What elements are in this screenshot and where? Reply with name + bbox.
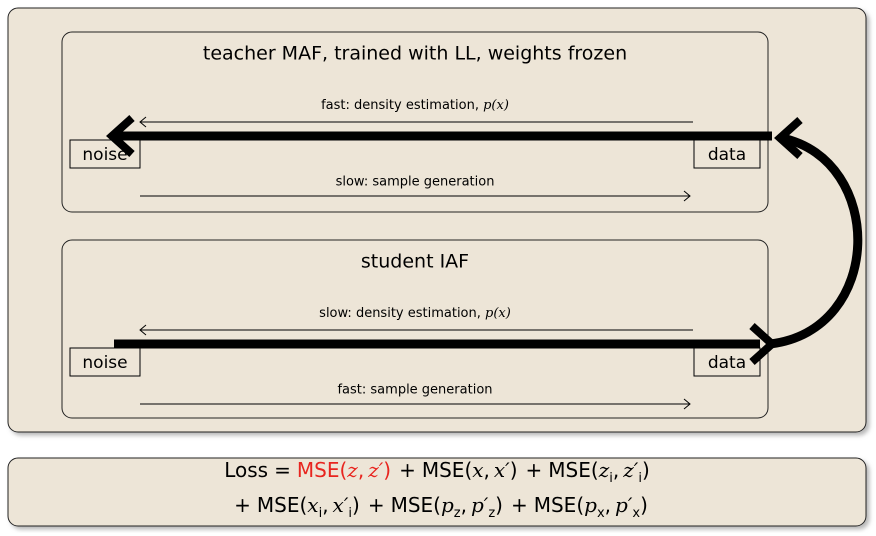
arrow-label: fast: sample generation	[337, 383, 492, 398]
data-label: data	[708, 145, 746, 165]
argument: x	[307, 493, 319, 517]
argument: z	[598, 458, 610, 482]
loss-term: MSE(px, p′x)	[533, 493, 648, 521]
function-name: MSE	[548, 458, 591, 482]
argument: x′	[493, 458, 510, 482]
paren: )	[383, 458, 392, 482]
paren: (	[299, 493, 308, 517]
subscript: i	[609, 471, 613, 486]
equals: =	[274, 458, 291, 482]
subscript: x	[596, 506, 605, 521]
paren: (	[590, 458, 599, 482]
argument: x	[472, 458, 484, 482]
teacher-box	[61, 31, 769, 213]
paren: )	[352, 493, 360, 517]
loss-lhs: Loss	[224, 458, 269, 482]
loss-term: MSE(zi, z′i)	[548, 458, 650, 486]
arrow-label: slow: sample generation	[336, 175, 495, 190]
argument: z	[347, 458, 358, 482]
outer-panel	[7, 7, 867, 433]
formula-line: + MSE(xi, x′i) + MSE(pz, p′z) + MSE(px, p′x)	[226, 492, 648, 527]
paren: )	[641, 458, 650, 482]
argument: p′	[470, 493, 489, 517]
subscript: i	[638, 471, 642, 486]
plus: +	[367, 493, 385, 517]
formula-line: Loss = MSE(z, z′) + MSE(x, x′) + MSE(zi, z′i)	[224, 457, 650, 492]
loss-term: MSE(z, z′)	[297, 458, 391, 482]
loss-formula: Loss = MSE(z, z′) + MSE(x, x′) + MSE(zi, z′i) + MS…	[8, 458, 866, 526]
argument: p	[584, 493, 597, 517]
subscript: i	[348, 506, 352, 521]
argument: z′	[368, 458, 384, 482]
comma: ,	[460, 493, 467, 517]
arrowhead	[139, 116, 147, 128]
arrowhead	[683, 190, 691, 202]
arrowhead	[774, 117, 803, 159]
paren: )	[495, 493, 503, 517]
subscript: i	[318, 506, 323, 521]
comma: ,	[612, 458, 620, 482]
paren: (	[464, 458, 473, 482]
function-name: MSE	[390, 493, 434, 517]
function-name: MSE	[296, 458, 340, 482]
argument: z′	[623, 458, 639, 482]
noise-label: noise	[82, 145, 127, 165]
plus: +	[399, 458, 416, 482]
function-name: MSE	[256, 493, 300, 517]
comma: ,	[357, 458, 365, 482]
subscript: z	[488, 506, 496, 521]
paren: (	[433, 493, 441, 517]
student-box	[61, 239, 769, 419]
paren: )	[509, 458, 518, 482]
paren: (	[339, 458, 348, 482]
arrowhead	[683, 398, 691, 410]
paren: (	[576, 493, 585, 517]
comma: ,	[604, 493, 612, 517]
plus: +	[525, 458, 543, 482]
teacher-title: teacher MAF, trained with LL, weights fr…	[203, 43, 627, 65]
subscript: z	[453, 506, 461, 521]
noise-box	[69, 139, 141, 169]
loss-term: MSE(pz, p′z)	[390, 493, 503, 521]
comma: ,	[483, 458, 490, 482]
loss-panel	[7, 457, 867, 527]
function-name: MSE	[533, 493, 577, 517]
student-title: student IAF	[361, 251, 469, 273]
paren: )	[640, 493, 648, 517]
arrow-label: slow: density estimation, p(x)	[319, 306, 511, 321]
subscript: x	[632, 506, 641, 521]
noise-box	[69, 347, 141, 377]
arrowhead	[139, 324, 147, 336]
loss-term: MSE(x, x′)	[422, 458, 518, 482]
noise-label: noise	[82, 353, 127, 373]
argument: p′	[615, 493, 633, 517]
function-name: MSE	[421, 458, 465, 482]
arrowhead	[106, 115, 135, 157]
arrow-label: fast: density estimation, p(x)	[321, 98, 509, 113]
curved-arrow	[769, 133, 863, 349]
plus: +	[234, 493, 251, 517]
data-label: data	[708, 353, 746, 373]
comma: ,	[322, 493, 329, 517]
plus: +	[510, 493, 528, 517]
argument: p	[440, 493, 454, 517]
loss-term: MSE(xi, x′i)	[256, 493, 360, 521]
argument: x′	[332, 493, 349, 517]
